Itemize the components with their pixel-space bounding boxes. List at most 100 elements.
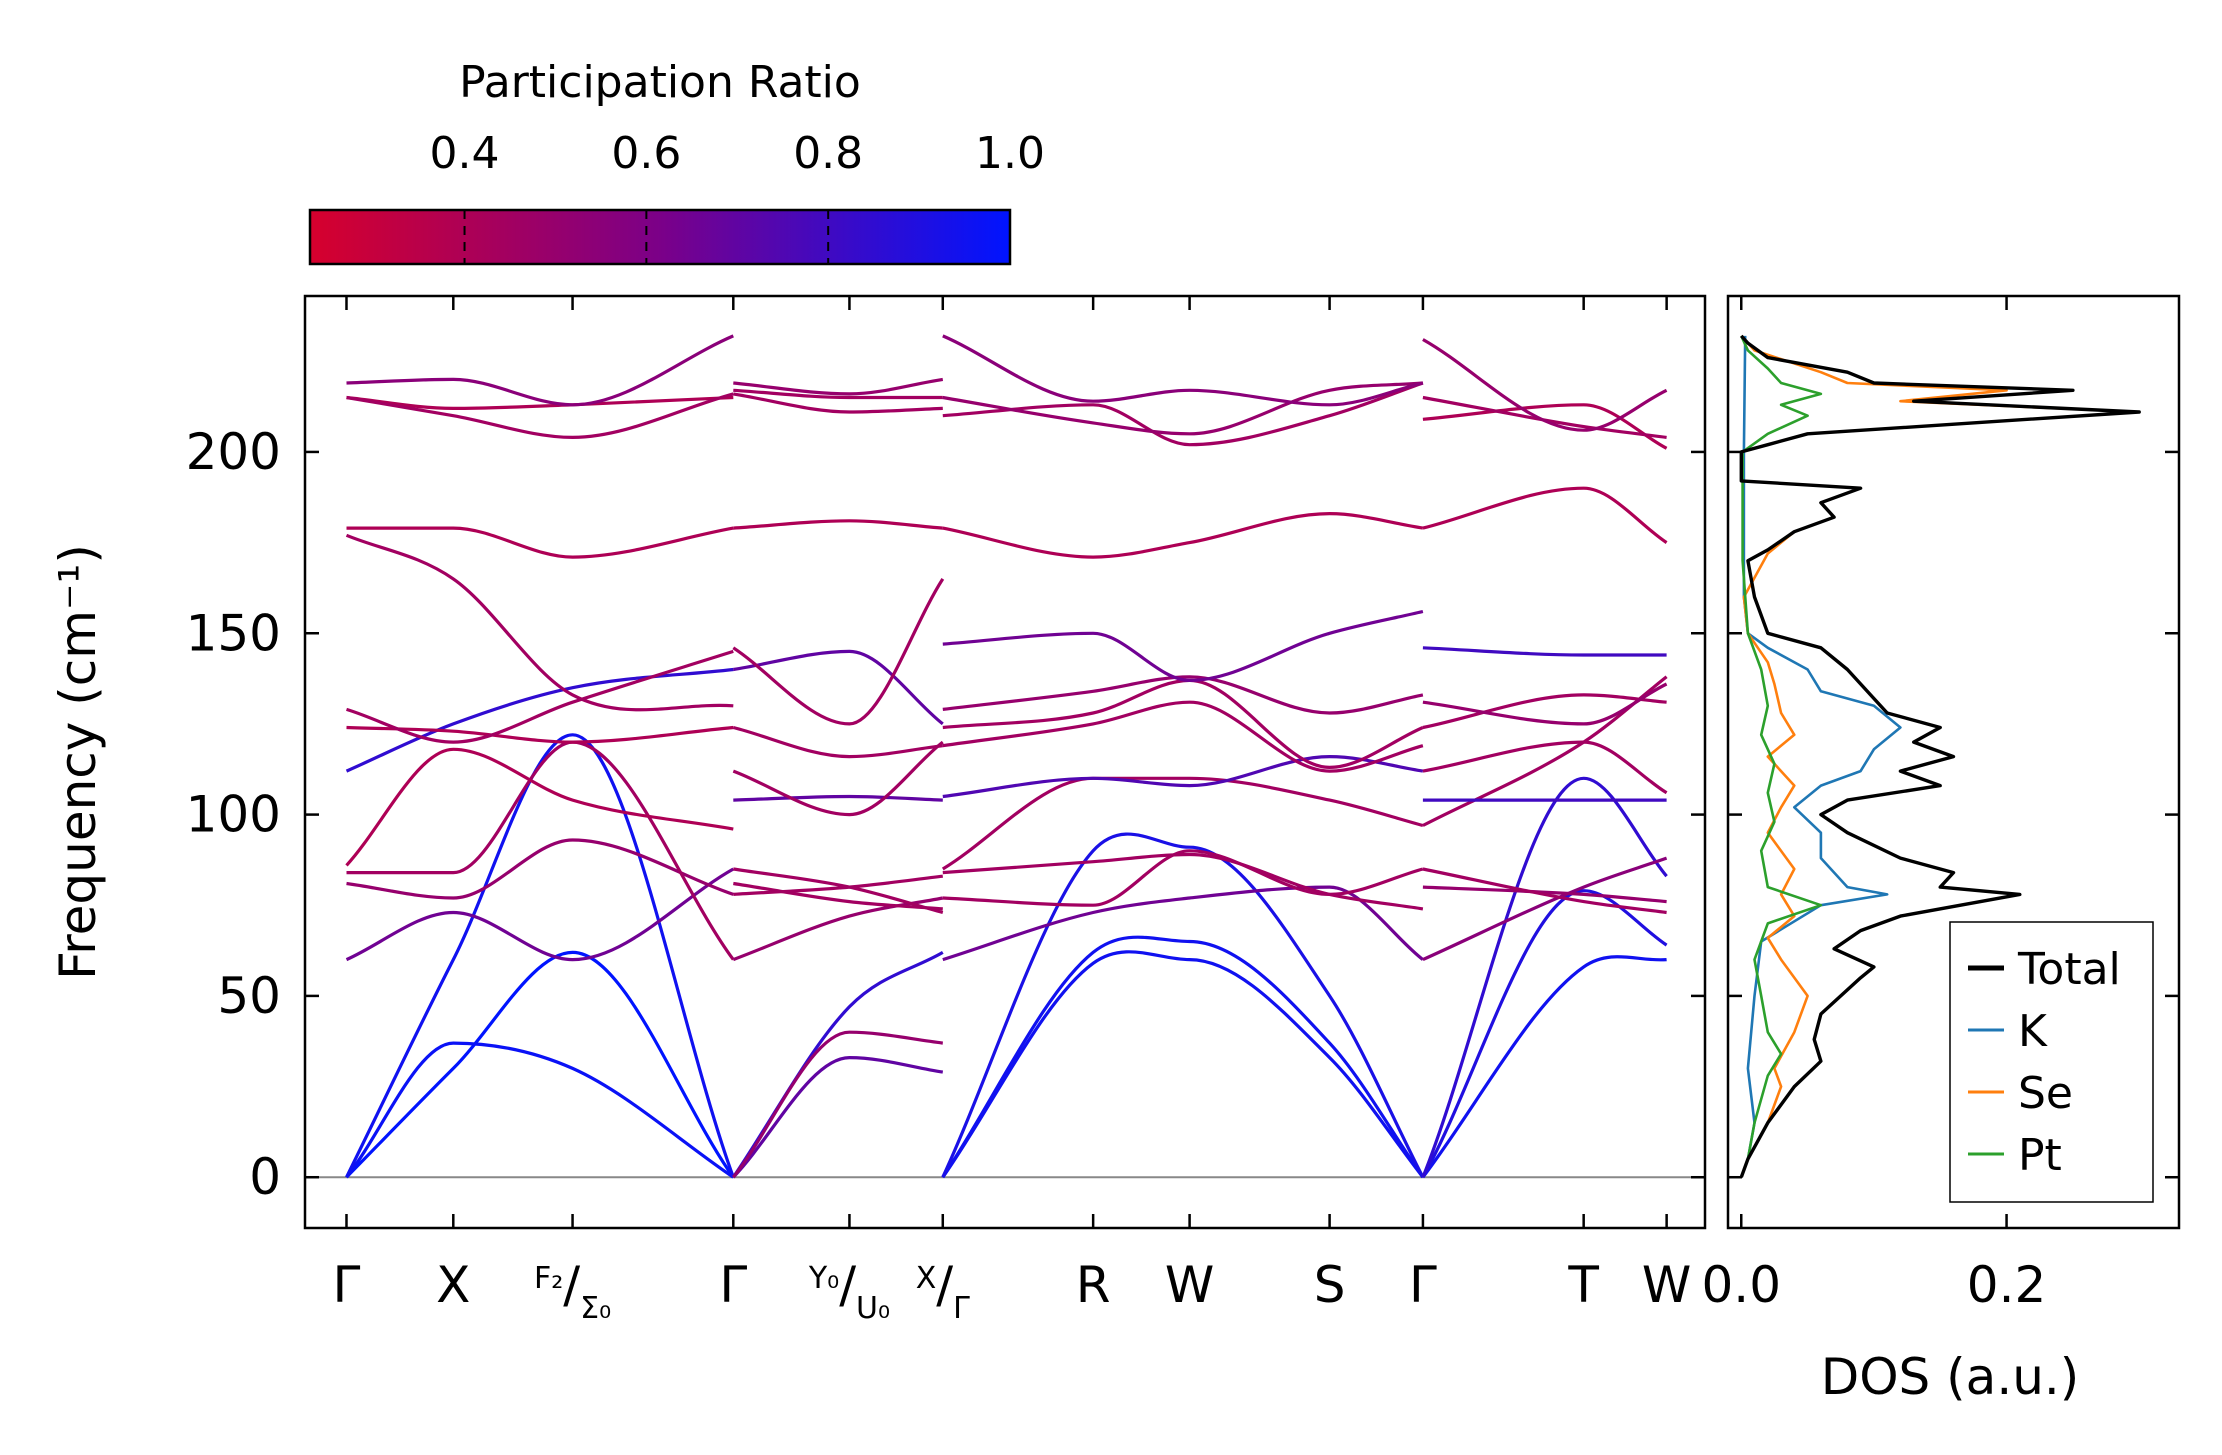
phonon-band-1-13 — [346, 395, 734, 410]
y-tick-label: 200 — [186, 423, 281, 481]
phonon-band-2-7 — [733, 867, 944, 915]
y-tick-label: 0 — [249, 1148, 281, 1206]
k-point-label: F₂/Σ₀ — [534, 1256, 611, 1326]
phonon-band-3-12 — [942, 609, 1424, 682]
y-tick-label: 50 — [217, 967, 281, 1025]
phonon-band-4-4 — [1422, 856, 1668, 962]
colorbar-ticks: 0.4 0.6 0.8 1.0 — [430, 128, 1045, 264]
phonon-band-4-1 — [1421, 955, 1667, 1179]
k-point-label: X/Γ — [916, 1256, 970, 1326]
phonon-band-2-10 — [732, 725, 943, 759]
band-lines — [345, 334, 1668, 1179]
dos-x-tick-label: 0.0 — [1701, 1256, 1781, 1314]
phonon-band-2-12 — [732, 578, 945, 726]
k-point-label: X — [436, 1256, 470, 1314]
phonon-band-1-8 — [345, 667, 734, 773]
band-plot-frame — [303, 294, 1707, 1230]
phonon-band-3-13 — [942, 512, 1424, 559]
phonon-band-4-2 — [1421, 889, 1668, 1178]
phonon-band-3-5 — [942, 849, 1424, 907]
phonon-band-3-10 — [942, 678, 1424, 769]
legend-label-se: Se — [2018, 1068, 2073, 1119]
legend-label-pt: Pt — [2018, 1130, 2062, 1181]
phonon-band-4-11 — [1422, 682, 1668, 726]
phonon-band-2-16 — [733, 377, 944, 396]
phonon-band-2-13 — [733, 519, 943, 530]
k-point-label: T — [1567, 1256, 1599, 1314]
phonon-band-4-15 — [1422, 395, 1667, 439]
phonon-band-2-15 — [733, 388, 943, 400]
phonon-band-1-9 — [346, 725, 734, 744]
phonon-band-3-1 — [941, 950, 1425, 1179]
phonon-band-3-6 — [942, 852, 1424, 911]
phonon-band-2-14 — [733, 392, 943, 414]
phonon-band-1-2 — [345, 1041, 735, 1179]
phonon-band-2-9 — [732, 740, 944, 817]
phonon-band-3-11 — [942, 675, 1424, 715]
k-point-label: Γ — [1409, 1256, 1437, 1314]
phonon-band-4-14 — [1422, 403, 1668, 450]
phonon-band-3-15 — [942, 381, 1424, 436]
k-point-label: R — [1076, 1256, 1111, 1314]
phonon-band-3-8 — [942, 755, 1424, 799]
colorbar-gradient — [308, 208, 1012, 266]
k-point-label: Γ — [333, 1256, 361, 1314]
phonon-band-1-4 — [345, 867, 735, 962]
phonon-band-4-12 — [1422, 646, 1667, 657]
legend-label-k: K — [2018, 1006, 2048, 1057]
phonon-band-3-9 — [942, 700, 1424, 773]
y-axis-label: Frequency (cm⁻¹) — [49, 544, 107, 980]
dos-series-total — [1739, 334, 2141, 1178]
phonon-band-1-3 — [345, 733, 735, 1178]
dos-plot-frame — [1726, 294, 2181, 1230]
phonon-band-2-8 — [733, 794, 943, 802]
phonon-band-3-2 — [941, 935, 1425, 1179]
dos-legend: Total K Se Pt — [1949, 921, 2154, 1203]
phonon-band-4-3 — [1421, 776, 1668, 1178]
phonon-band-2-11 — [733, 649, 944, 726]
phonon-band-3-16 — [942, 334, 1424, 407]
y-tick-label: 100 — [186, 786, 281, 844]
phonon-band-1-7 — [345, 747, 734, 867]
colorbar-title: Participation Ratio — [459, 57, 861, 108]
dos-lines — [1739, 334, 2141, 1178]
dos-x-label: DOS (a.u.) — [1821, 1348, 2080, 1406]
dos-x-tick-label: 0.2 — [1967, 1256, 2047, 1314]
phonon-band-3-7 — [941, 776, 1424, 871]
phonon-band-2-2 — [732, 1056, 944, 1179]
k-point-label: W — [1165, 1256, 1214, 1314]
phonon-band-3-3 — [941, 832, 1425, 1178]
phonon-band-1-14 — [346, 392, 734, 439]
phonon-band-3-14 — [942, 381, 1424, 447]
k-point-label: Γ — [719, 1256, 747, 1314]
dos-series-pt — [1740, 335, 1823, 1178]
colorbar-tick-label: 0.6 — [611, 128, 681, 179]
k-point-label: S — [1314, 1256, 1346, 1314]
phonon-band-1-12 — [346, 526, 734, 559]
colorbar-tick-label: 0.8 — [793, 128, 863, 179]
phonon-band-1-11 — [345, 533, 734, 712]
phonon-band-2-6 — [733, 881, 943, 911]
y-tick-label: 150 — [186, 604, 281, 662]
phonon-band-4-5 — [1422, 885, 1667, 904]
dos-series-k — [1740, 335, 1902, 1178]
y-axis-ticks: 0 50 100 150 200 — [186, 423, 1705, 1206]
phonon-band-1-5 — [346, 838, 734, 900]
phonon-band-1-1 — [345, 950, 735, 1179]
phonon-band-1-15 — [346, 334, 734, 407]
k-path-ticks: Γ X F₂/Σ₀ Γ Y₀/U₀X/Γ R W S Γ T W — [333, 296, 1691, 1326]
k-point-label: W — [1642, 1256, 1691, 1314]
phonon-band-1-10 — [346, 649, 734, 744]
colorbar-tick-label: 0.4 — [430, 128, 500, 179]
k-point-label: Y₀/U₀ — [808, 1256, 890, 1326]
phonon-band-4-13 — [1422, 486, 1668, 544]
dos-ticks: 0.0 0.2 — [1701, 296, 2179, 1314]
colorbar-tick-label: 1.0 — [975, 128, 1045, 179]
dos-panel: 0.0 0.2 DOS (a.u.) Total K Se Pt — [1701, 294, 2181, 1406]
phonon-band-4-16 — [1422, 338, 1668, 432]
legend-label-total: Total — [2017, 944, 2121, 995]
phonon-band-4-9 — [1422, 740, 1668, 795]
phonon-band-4-6 — [1422, 867, 1667, 915]
phonon-band-4-10 — [1422, 693, 1667, 730]
